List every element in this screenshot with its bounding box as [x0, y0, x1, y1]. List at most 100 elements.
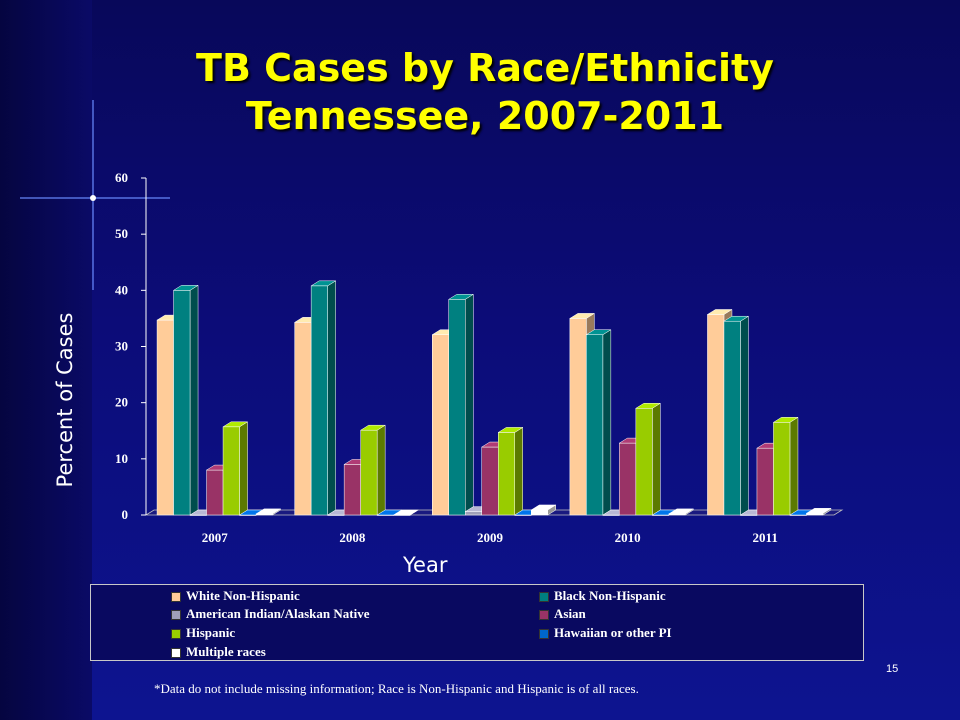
x-tick-label: 2010 — [615, 530, 641, 545]
bar-front — [619, 442, 637, 516]
bar-front — [586, 334, 604, 516]
bar-front — [343, 464, 361, 516]
title-line-2: Tennessee, 2007-2011 — [245, 94, 725, 138]
y-tick-label: 60 — [115, 170, 128, 185]
bar-top — [359, 424, 387, 431]
bar — [585, 329, 612, 516]
bar-front — [569, 318, 587, 516]
legend-swatch — [171, 592, 181, 603]
legend-label: Asian — [554, 606, 586, 621]
bar-front — [173, 290, 191, 516]
bar-top — [497, 427, 524, 433]
legend-swatch — [539, 610, 549, 621]
chart-legend: White Non-Hispanic Black Non-Hispanic Am… — [90, 584, 864, 661]
slide-left-band — [0, 0, 92, 720]
bar-front — [635, 408, 653, 516]
footnote: *Data do not include missing information… — [154, 681, 639, 696]
bar-top — [172, 285, 199, 291]
bar-side — [189, 284, 199, 516]
bar — [359, 424, 387, 516]
y-axis-label: Percent of Cases — [53, 312, 77, 488]
bar — [667, 508, 695, 516]
bar-top — [392, 509, 420, 516]
legend-swatch — [171, 648, 181, 659]
bar — [805, 507, 832, 516]
bar-front — [806, 513, 824, 516]
y-tick-label: 10 — [115, 451, 128, 466]
bar-front — [773, 422, 791, 516]
legend-swatch — [171, 610, 181, 621]
bar-top — [706, 309, 733, 315]
x-tick-label: 2007 — [202, 530, 229, 545]
legend-item-hawaiian: Hawaiian or other PI — [539, 625, 672, 641]
sparkle-decoration — [20, 100, 170, 290]
y-tick-label: 30 — [115, 339, 128, 354]
bar — [497, 426, 524, 516]
legend-label: American Indian/Alaskan Native — [186, 606, 370, 621]
x-axis-label: Year — [403, 553, 448, 577]
bar-top — [222, 421, 249, 428]
legend-item-hispanic: Hispanic — [171, 625, 235, 641]
legend-swatch — [539, 592, 549, 603]
legend-label: Black Non-Hispanic — [554, 588, 666, 603]
bar-front — [531, 509, 548, 516]
bar-top — [255, 508, 282, 515]
bar-top — [585, 329, 612, 335]
bar-front — [310, 285, 328, 516]
legend-item-black-non-hispanic: Black Non-Hispanic — [539, 588, 666, 604]
title-line-1: TB Cases by Race/Ethnicity — [196, 46, 774, 90]
bar-side — [239, 421, 248, 516]
bar-front — [360, 429, 378, 516]
bar-front — [756, 447, 774, 516]
bar-side — [514, 426, 523, 516]
legend-item-white-non-hispanic: White Non-Hispanic — [171, 588, 300, 604]
bar-side — [602, 329, 612, 516]
bar-top — [805, 508, 832, 514]
bar — [255, 508, 282, 516]
legend-label: White Non-Hispanic — [186, 588, 300, 603]
bar-top — [310, 280, 337, 287]
y-tick-label: 40 — [115, 282, 128, 297]
bar-side — [465, 293, 474, 516]
x-tick-label: 2011 — [753, 530, 778, 545]
bar — [447, 293, 475, 516]
bar — [392, 509, 420, 516]
y-tick-label: 50 — [115, 226, 128, 241]
bar-front — [498, 432, 515, 516]
legend-label: Hispanic — [186, 625, 236, 640]
bar-top — [772, 417, 799, 423]
bar — [723, 315, 750, 516]
bar-front — [723, 320, 741, 516]
bar-front — [432, 334, 449, 516]
bar-front — [465, 511, 482, 516]
bar-front — [222, 426, 240, 516]
bar — [634, 402, 662, 516]
bar-top — [447, 294, 475, 300]
bar-side — [740, 315, 749, 516]
bar-top — [723, 315, 750, 322]
bar-top — [530, 504, 557, 511]
bar-front — [448, 299, 466, 516]
legend-item-multiple-races: Multiple races — [171, 644, 266, 660]
legend-swatch — [539, 629, 549, 640]
bar-top — [568, 313, 596, 319]
legend-swatch — [171, 629, 181, 640]
y-tick-label: 0 — [122, 507, 129, 522]
bar — [310, 280, 337, 516]
slide-title: TB Cases by Race/Ethnicity Tennessee, 20… — [90, 44, 880, 140]
legend-label: Hawaiian or other PI — [554, 625, 672, 640]
bar — [772, 416, 799, 516]
x-tick-label: 2008 — [339, 530, 366, 545]
bar — [172, 284, 199, 516]
bar-front — [481, 446, 499, 516]
y-tick-label: 20 — [115, 395, 128, 410]
bar-front — [294, 322, 312, 516]
chart-plot-area: 0 10 20 30 40 50 60 2007 2008 2009 2010 2011 — [115, 170, 844, 545]
bar — [222, 421, 249, 516]
bar-side — [789, 416, 799, 516]
bar — [530, 504, 557, 516]
x-tick-label: 2009 — [477, 530, 504, 545]
bar-top — [667, 508, 695, 515]
bar-side — [652, 402, 661, 516]
